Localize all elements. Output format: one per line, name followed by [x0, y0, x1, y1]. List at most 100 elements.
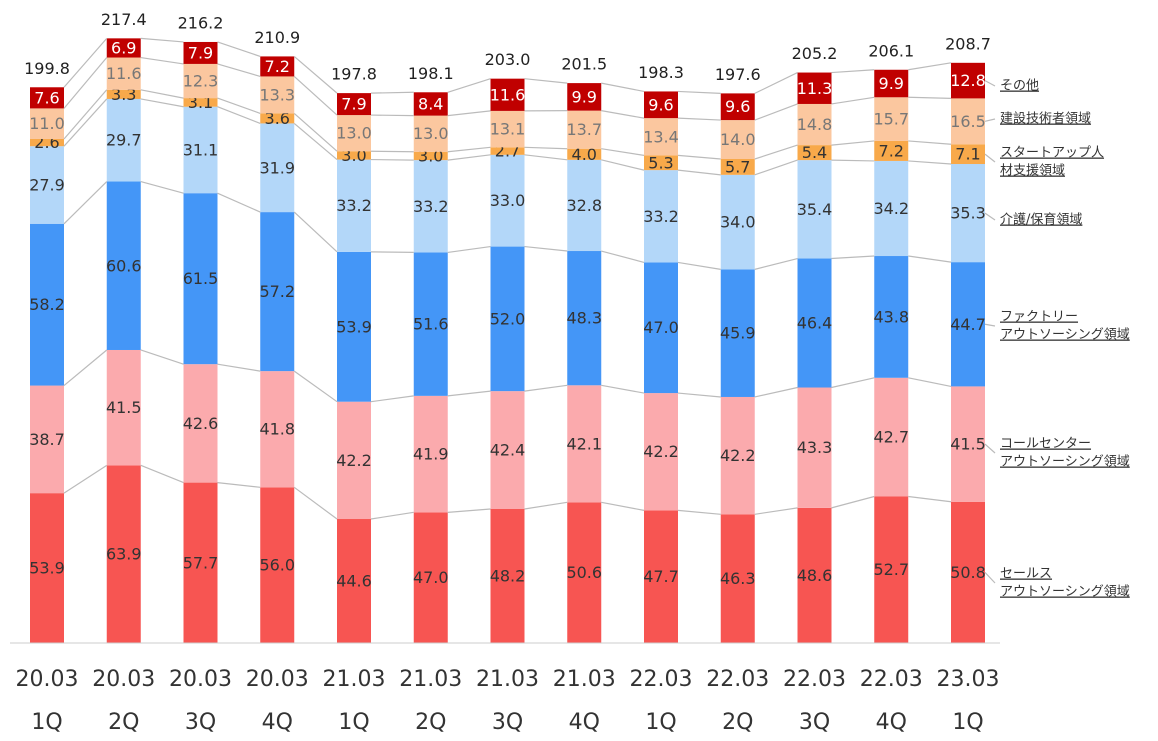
bar-segment	[644, 91, 678, 119]
connector	[677, 169, 721, 176]
connector	[601, 110, 645, 119]
bar-segment	[183, 63, 218, 99]
value-label: 7.6	[34, 88, 59, 107]
value-label: 6.9	[111, 38, 136, 57]
bar-segment	[644, 393, 678, 511]
bar-segment	[490, 246, 525, 392]
value-label: 13.0	[336, 124, 372, 143]
bar-segment	[337, 159, 371, 252]
total-label: 217.4	[101, 10, 147, 29]
connector	[293, 486, 338, 520]
bar-segment	[183, 482, 218, 643]
value-label: 31.9	[259, 158, 295, 177]
value-label: 33.2	[643, 207, 679, 226]
x-tick-label: 1Q	[952, 710, 983, 735]
x-tick-label: 2Q	[722, 710, 753, 735]
legend-connector	[984, 153, 996, 163]
bar-segment	[183, 364, 218, 483]
value-label: 51.6	[413, 315, 449, 334]
bar-segment	[644, 170, 678, 263]
x-tick-label: 20.03	[92, 667, 155, 692]
value-label: 12.3	[183, 72, 219, 91]
bar-segment	[874, 377, 909, 497]
value-label: 41.5	[950, 435, 986, 454]
bar-segment	[106, 89, 141, 99]
bar-segment	[644, 155, 678, 171]
bar-segment	[951, 164, 985, 263]
connector	[601, 159, 645, 171]
bar-segment	[720, 396, 755, 515]
value-label: 34.2	[873, 199, 909, 218]
connector	[677, 509, 721, 515]
value-label: 33.2	[336, 196, 372, 215]
value-label: 61.5	[183, 269, 219, 288]
bar-segment	[413, 252, 448, 396]
bar-segment	[30, 108, 64, 139]
bar-segment	[183, 193, 218, 365]
connector	[524, 146, 568, 150]
x-tick-label: 22.03	[630, 667, 693, 692]
bar-segment	[106, 181, 141, 350]
value-label: 41.8	[259, 420, 295, 439]
value-label: 38.7	[29, 430, 65, 449]
total-label: 198.3	[638, 63, 684, 82]
value-label: 7.1	[955, 145, 980, 164]
connector	[140, 56, 184, 65]
connector	[831, 159, 875, 162]
connector	[754, 72, 798, 94]
bar-segment	[797, 258, 832, 388]
bar-segment	[720, 120, 755, 160]
connector	[140, 98, 184, 108]
x-tick-label: 20.03	[169, 667, 232, 692]
connector	[217, 363, 261, 372]
connector	[831, 96, 875, 105]
bar-segment	[106, 349, 141, 466]
bar-segment	[337, 115, 371, 152]
bar-segment	[797, 160, 832, 259]
connector	[217, 192, 261, 213]
connector	[63, 57, 108, 109]
total-label: 205.2	[792, 44, 838, 63]
connector	[601, 501, 645, 511]
x-tick-label: 1Q	[645, 710, 676, 735]
bar-segment	[183, 41, 218, 64]
connector	[217, 41, 261, 57]
value-label: 41.5	[106, 398, 142, 417]
bar-segment	[797, 507, 832, 643]
bar-segment	[490, 147, 525, 155]
value-label: 7.9	[188, 43, 213, 62]
x-tick-label: 3Q	[799, 710, 830, 735]
bar-segment	[337, 401, 371, 520]
value-label: 50.8	[950, 563, 986, 582]
value-label: 58.2	[29, 295, 65, 314]
connector	[293, 75, 338, 116]
connector	[908, 255, 952, 263]
connector	[217, 97, 261, 114]
legend-label: アウトソーシング領域	[1000, 584, 1130, 600]
value-label: 50.6	[566, 563, 602, 582]
bar-segment	[413, 92, 448, 116]
value-label: 48.2	[490, 567, 526, 586]
value-label: 42.7	[873, 428, 909, 447]
legend-connector	[984, 443, 996, 454]
connector	[524, 501, 568, 510]
bar-segment	[106, 465, 141, 643]
connector	[601, 250, 645, 263]
connector	[754, 507, 798, 515]
connector	[293, 122, 338, 161]
x-tick-label: 21.03	[476, 667, 539, 692]
value-label: 42.2	[720, 446, 756, 465]
bar-segment	[720, 269, 755, 397]
connector	[447, 245, 491, 254]
value-label: 11.0	[29, 114, 65, 133]
x-tick-label: 22.03	[860, 667, 923, 692]
connector	[524, 78, 568, 84]
connector	[293, 112, 338, 152]
connector	[677, 392, 721, 398]
value-label: 56.0	[259, 556, 295, 575]
connector	[140, 349, 184, 365]
connector	[908, 140, 952, 145]
connector	[908, 377, 952, 387]
connector	[293, 55, 338, 94]
bar-segment	[644, 118, 678, 156]
